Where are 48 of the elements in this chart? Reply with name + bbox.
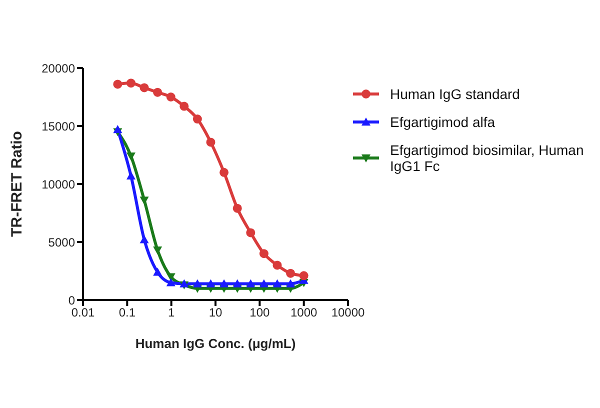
legend-label: Efgartigimod alfa	[390, 114, 496, 130]
x-tick-label: 1	[168, 306, 175, 320]
point	[259, 249, 268, 258]
point	[113, 124, 122, 134]
point	[126, 171, 136, 180]
point	[166, 278, 176, 286]
point	[272, 279, 282, 288]
point	[140, 196, 149, 205]
point	[180, 102, 189, 111]
point	[220, 168, 229, 177]
point	[232, 204, 242, 213]
point	[166, 92, 176, 102]
point	[113, 80, 122, 89]
point	[206, 279, 216, 288]
x-tick-label: 0.01	[71, 306, 95, 320]
legend-label: Human IgG standard	[390, 86, 520, 102]
point	[259, 279, 268, 288]
point	[232, 279, 242, 288]
point	[192, 279, 202, 288]
point	[272, 260, 282, 270]
point	[153, 88, 162, 97]
y-tick-label: 10000	[42, 177, 76, 192]
point	[126, 152, 136, 161]
point	[220, 279, 229, 288]
point	[192, 114, 202, 124]
point	[153, 246, 162, 255]
x-tick-label: 0.1	[118, 306, 136, 320]
y-tick-label: 15000	[42, 119, 76, 134]
x-tick-label: 10000	[331, 306, 366, 320]
x-tick-label: 100	[250, 306, 270, 320]
y-tick-label: 0	[68, 293, 76, 308]
y-tick-label: 5000	[48, 235, 76, 250]
point	[140, 83, 149, 92]
x-tick-label: 1000	[290, 306, 318, 320]
point	[140, 235, 149, 244]
legend-label: Efgartigimod biosimilar, Human IgG1 Fc	[390, 142, 585, 174]
point	[286, 279, 296, 288]
point	[126, 78, 136, 88]
point	[286, 268, 296, 278]
point	[153, 268, 162, 276]
point	[246, 228, 256, 238]
y-tick-label: 20000	[42, 61, 76, 76]
x-axis-title: Human IgG Conc. (μg/mL)	[135, 336, 296, 351]
y-axis-title: TR-FRET Ratio	[8, 131, 26, 237]
point	[246, 279, 256, 288]
point	[206, 138, 216, 147]
x-tick-label: 10	[208, 306, 222, 320]
point	[299, 271, 308, 280]
